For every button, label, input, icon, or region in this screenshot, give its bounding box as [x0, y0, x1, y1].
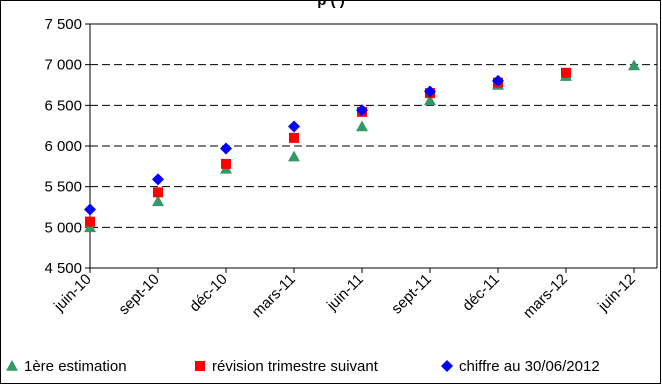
- y-tick-label: 4 500: [44, 260, 82, 277]
- chart-title: p ( ): [317, 0, 345, 9]
- y-tick-label: 6 500: [44, 97, 82, 114]
- data-point-series-3: [356, 104, 368, 117]
- data-point-series-2: [221, 158, 231, 169]
- data-point-series-2: [561, 67, 571, 78]
- legend-label-series-1: 1ère estimation: [24, 358, 127, 375]
- legend: 1ère estimation révision trimestre suivan…: [6, 358, 600, 375]
- x-tick-label: déc-10: [186, 271, 230, 315]
- x-axis-ticks: juin-10 sept-10 déc-10 mars-11 juin-11 sept-1…: [50, 268, 639, 322]
- grid-lines: [90, 23, 657, 228]
- data-points: [84, 59, 640, 233]
- x-tick-label: déc-11: [459, 271, 503, 315]
- data-point-series-1: [152, 195, 164, 207]
- x-tick-label: mars-12: [520, 271, 571, 322]
- data-point-series-3: [220, 142, 232, 155]
- data-point-series-3: [84, 203, 96, 216]
- data-point-series-1: [84, 221, 96, 233]
- x-tick-label: juin-11: [323, 271, 367, 315]
- data-point-series-2: [289, 132, 299, 143]
- data-point-series-2: [153, 187, 163, 198]
- y-tick-label: 7 500: [44, 16, 82, 33]
- data-point-series-3: [424, 85, 436, 98]
- data-point-series-1: [424, 94, 436, 106]
- data-point-series-2: [85, 216, 95, 227]
- y-tick-label: 6 000: [44, 138, 82, 155]
- data-point-series-3: [288, 120, 300, 133]
- legend-label-series-3: chiffre au 30/06/2012: [459, 358, 600, 375]
- y-axis-ticks: 4 500 5 000 5 500 6 000 6 500 7 000 7 500: [44, 16, 90, 277]
- data-point-series-1: [356, 120, 368, 132]
- x-tick-label: mars-11: [249, 271, 299, 321]
- y-tick-label: 5 500: [44, 179, 82, 196]
- data-point-series-1: [288, 150, 300, 162]
- y-tick-label: 7 000: [44, 57, 82, 74]
- legend-marker-series-2: [195, 361, 205, 371]
- x-tick-label: sept-10: [115, 271, 162, 318]
- x-tick-label: juin-12: [594, 271, 639, 316]
- data-point-series-3: [492, 74, 504, 87]
- legend-marker-series-1: [6, 360, 18, 371]
- x-tick-label: juin-10: [50, 271, 95, 316]
- y-tick-label: 5 000: [44, 219, 82, 236]
- legend-label-series-2: révision trimestre suivant: [212, 358, 379, 375]
- x-tick-label: sept-11: [388, 271, 435, 318]
- data-point-series-1: [628, 59, 640, 71]
- data-point-series-3: [152, 173, 164, 186]
- legend-marker-series-3: [441, 360, 453, 372]
